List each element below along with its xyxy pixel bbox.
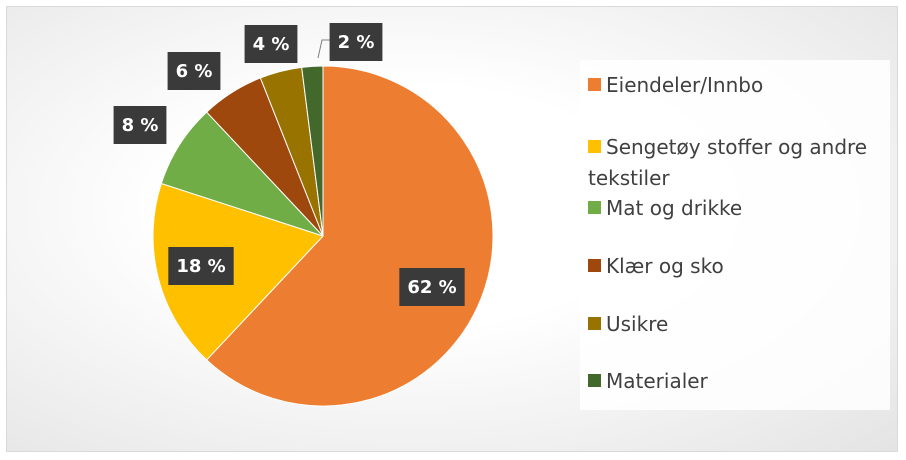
legend-item: Mat og drikke <box>588 193 878 224</box>
data-label-text: 8 % <box>122 115 159 136</box>
data-label-box <box>167 52 221 90</box>
data-label-box <box>244 25 298 63</box>
legend-label: Eiendeler/Innbo <box>606 73 764 97</box>
legend-item: Materialer <box>588 366 878 397</box>
legend-label: Usikre <box>606 312 669 336</box>
legend-label: Mat og drikke <box>606 196 743 220</box>
legend-swatch <box>588 317 601 330</box>
legend-label: Materialer <box>606 369 708 393</box>
data-label-box <box>113 106 167 144</box>
pie-slice <box>152 182 324 361</box>
legend-item: Usikre <box>588 309 878 340</box>
data-label-text: 62 % <box>407 277 456 298</box>
legend-item: Eiendeler/Innbo <box>588 70 878 101</box>
data-label-box <box>329 23 383 61</box>
data-label: 18 % <box>168 247 234 285</box>
data-label-box <box>168 247 234 285</box>
pie-slice <box>205 65 494 407</box>
legend-swatch <box>588 140 601 153</box>
legend-swatch <box>588 201 601 214</box>
legend-item: Klær og sko <box>588 251 878 282</box>
data-label-text: 6 % <box>176 61 213 82</box>
data-label-text: 18 % <box>176 256 225 277</box>
data-label: 62 % <box>399 268 465 306</box>
data-label: 8 % <box>113 106 167 144</box>
legend-swatch <box>588 78 601 91</box>
legend-swatch <box>588 374 601 387</box>
legend: Eiendeler/Innbo Sengetøy stoffer og andre… <box>580 60 890 410</box>
legend-swatch <box>588 259 601 272</box>
data-label-text: 2 % <box>338 32 375 53</box>
data-label-text: 4 % <box>253 34 290 55</box>
legend-label: Sengetøy stoffer og andre tekstiler <box>588 135 868 190</box>
data-label: 4 % <box>244 25 298 63</box>
data-label-box <box>399 268 465 306</box>
data-label: 6 % <box>167 52 221 90</box>
legend-label: Klær og sko <box>606 254 724 278</box>
pie-slice <box>301 65 324 237</box>
data-label: 2 % <box>329 23 383 61</box>
legend-item: Sengetøy stoffer og andre tekstiler <box>588 132 878 194</box>
